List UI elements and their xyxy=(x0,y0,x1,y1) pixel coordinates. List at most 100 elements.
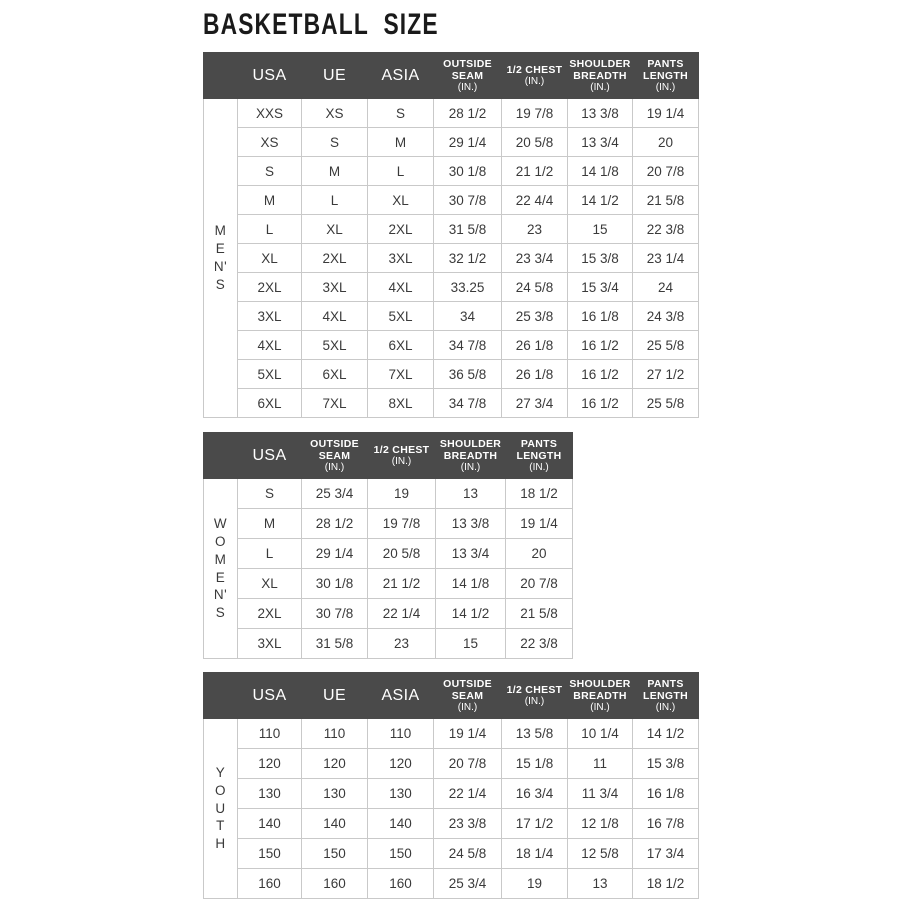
group-label-letter: E xyxy=(215,241,226,257)
table-cell: 8XL xyxy=(367,388,434,418)
table-cell: 15 xyxy=(567,214,633,244)
table-cell: 130 xyxy=(237,778,302,809)
table-cell: 34 7/8 xyxy=(433,330,502,360)
table-cell: 110 xyxy=(367,718,434,749)
column-header-1-2-chest: 1/2 CHEST (IN.) xyxy=(501,672,568,719)
mens-size-table-block: USA UE ASIA OUTSIDE SEAM (IN.) 1/2 CHEST (IN.)… xyxy=(203,52,699,418)
column-header-outside-seam: OUTSIDE SEAM (IN.) xyxy=(433,52,502,99)
table-cell: 20 7/8 xyxy=(505,568,573,599)
womens-size-table: USA OUTSIDE SEAM (IN.) 1/2 CHEST (IN.) SHOULD… xyxy=(203,432,573,659)
table-cell: 26 1/8 xyxy=(501,330,568,360)
table-cell: 15 3/4 xyxy=(567,272,633,302)
table-cell: 120 xyxy=(237,748,302,779)
table-cell: 34 7/8 xyxy=(433,388,502,418)
table-cell: 30 7/8 xyxy=(301,598,368,629)
table-cell: 16 1/8 xyxy=(632,778,699,809)
table-cell: 21 1/2 xyxy=(367,568,436,599)
table-cell: 7XL xyxy=(301,388,368,418)
table-cell: 3XL xyxy=(237,628,302,659)
column-header-unit: (IN.) xyxy=(524,696,545,708)
table-row: 2XL 30 7/8 22 1/4 14 1/2 21 5/8 xyxy=(204,598,573,629)
table-cell: 160 xyxy=(367,868,434,899)
column-header-label: 1/2 CHEST xyxy=(506,683,563,696)
column-header-pants-length: PANTS LENGTH (IN.) xyxy=(505,432,573,479)
column-header-asia: ASIA xyxy=(367,672,434,719)
table-cell: 15 3/8 xyxy=(632,748,699,779)
table-cell: 34 xyxy=(433,301,502,331)
table-cell: L xyxy=(237,214,302,244)
column-header-unit: (IN.) xyxy=(391,456,412,468)
table-cell: S xyxy=(367,98,434,128)
table-cell: 36 5/8 xyxy=(433,359,502,389)
table-cell: S xyxy=(301,127,368,157)
table-cell: 13 5/8 xyxy=(501,718,568,749)
column-header-ue: UE xyxy=(301,672,368,719)
table-cell: 12 1/8 xyxy=(567,808,633,839)
table-cell: 28 1/2 xyxy=(433,98,502,128)
table-cell: 20 xyxy=(632,127,699,157)
column-header-label: USA xyxy=(252,66,287,84)
table-cell: 23 3/4 xyxy=(501,243,568,273)
table-cell: 14 1/2 xyxy=(632,718,699,749)
table-cell: 15 1/8 xyxy=(501,748,568,779)
table-cell: XS xyxy=(301,98,368,128)
table-cell: 23 3/8 xyxy=(433,808,502,839)
table-cell: 21 1/2 xyxy=(501,156,568,186)
table-cell: M xyxy=(237,508,302,539)
table-cell: 110 xyxy=(301,718,368,749)
group-label-letter: O xyxy=(214,782,226,798)
table-cell: 22 3/8 xyxy=(632,214,699,244)
column-header-label: ASIA xyxy=(381,686,420,704)
table-cell: 30 1/8 xyxy=(301,568,368,599)
table-cell: 25 5/8 xyxy=(632,388,699,418)
table-cell: L xyxy=(301,185,368,215)
table-cell: 22 3/8 xyxy=(505,628,573,659)
column-header-label: OUTSIDE SEAM xyxy=(443,57,492,82)
table-cell: 140 xyxy=(237,808,302,839)
table-cell: XS xyxy=(237,127,302,157)
column-header-label: SHOULDER BREADTH xyxy=(569,677,631,702)
column-header-label: PANTS LENGTH xyxy=(643,57,688,82)
column-header-shoulder-breadth: SHOULDER BREADTH (IN.) xyxy=(435,432,506,479)
table-row: 140 140 140 23 3/8 17 1/2 12 1/8 16 7/8 xyxy=(204,808,699,839)
table-cell: 18 1/2 xyxy=(505,478,573,509)
table-row: Y O U T H 110 110 110 19 1/4 13 5/8 10 1/4 14 1/2 xyxy=(203,718,699,899)
table-cell: 140 xyxy=(367,808,434,839)
column-header-unit: (IN.) xyxy=(524,76,545,88)
youth-size-table: USA UE ASIA OUTSIDE SEAM (IN.) 1/2 CHEST (IN.)… xyxy=(203,672,699,899)
table-cell: XL xyxy=(237,243,302,273)
table-row: M 28 1/2 19 7/8 13 3/8 19 1/4 xyxy=(204,508,573,539)
column-header-1-2-chest: 1/2 CHEST (IN.) xyxy=(501,52,568,99)
table-cell: 16 7/8 xyxy=(632,808,699,839)
table-cell: 14 1/2 xyxy=(567,185,633,215)
column-header-label: PANTS LENGTH xyxy=(643,677,688,702)
table-cell: 140 xyxy=(301,808,368,839)
group-label-letter: S xyxy=(215,276,226,292)
table-row: 120 120 120 20 7/8 15 1/8 11 15 3/8 xyxy=(204,748,699,779)
table-cell: 16 1/8 xyxy=(567,301,633,331)
table-cell: 31 5/8 xyxy=(301,628,368,659)
table-cell: 25 3/8 xyxy=(501,301,568,331)
table-cell: 4XL xyxy=(237,330,302,360)
column-header-outside-seam: OUTSIDE SEAM (IN.) xyxy=(433,672,502,719)
table-cell: 14 1/8 xyxy=(567,156,633,186)
column-header-asia: ASIA xyxy=(367,52,434,99)
table-cell: 6XL xyxy=(301,359,368,389)
page-title: BASKETBALL SIZE xyxy=(203,8,439,41)
column-header-label: SHOULDER BREADTH xyxy=(569,57,631,82)
table-cell: 26 1/8 xyxy=(501,359,568,389)
column-header-unit: (IN.) xyxy=(590,702,610,714)
table-header-row: USA OUTSIDE SEAM (IN.) 1/2 CHEST (IN.) SHOULD… xyxy=(203,432,573,479)
table-cell: 4XL xyxy=(367,272,434,302)
youth-size-table-block: USA UE ASIA OUTSIDE SEAM (IN.) 1/2 CHEST (IN.)… xyxy=(203,672,699,899)
table-cell: 24 5/8 xyxy=(501,272,568,302)
column-header-label: OUTSIDE SEAM xyxy=(310,437,359,462)
table-cell: XL xyxy=(301,214,368,244)
table-cell: 150 xyxy=(237,838,302,869)
table-cell: 13 3/4 xyxy=(435,538,506,569)
table-cell: 20 7/8 xyxy=(632,156,699,186)
mens-size-table: USA UE ASIA OUTSIDE SEAM (IN.) 1/2 CHEST (IN.)… xyxy=(203,52,699,418)
group-label-letter: U xyxy=(215,800,226,816)
table-cell: 29 1/4 xyxy=(301,538,368,569)
table-cell: 21 5/8 xyxy=(505,598,573,629)
